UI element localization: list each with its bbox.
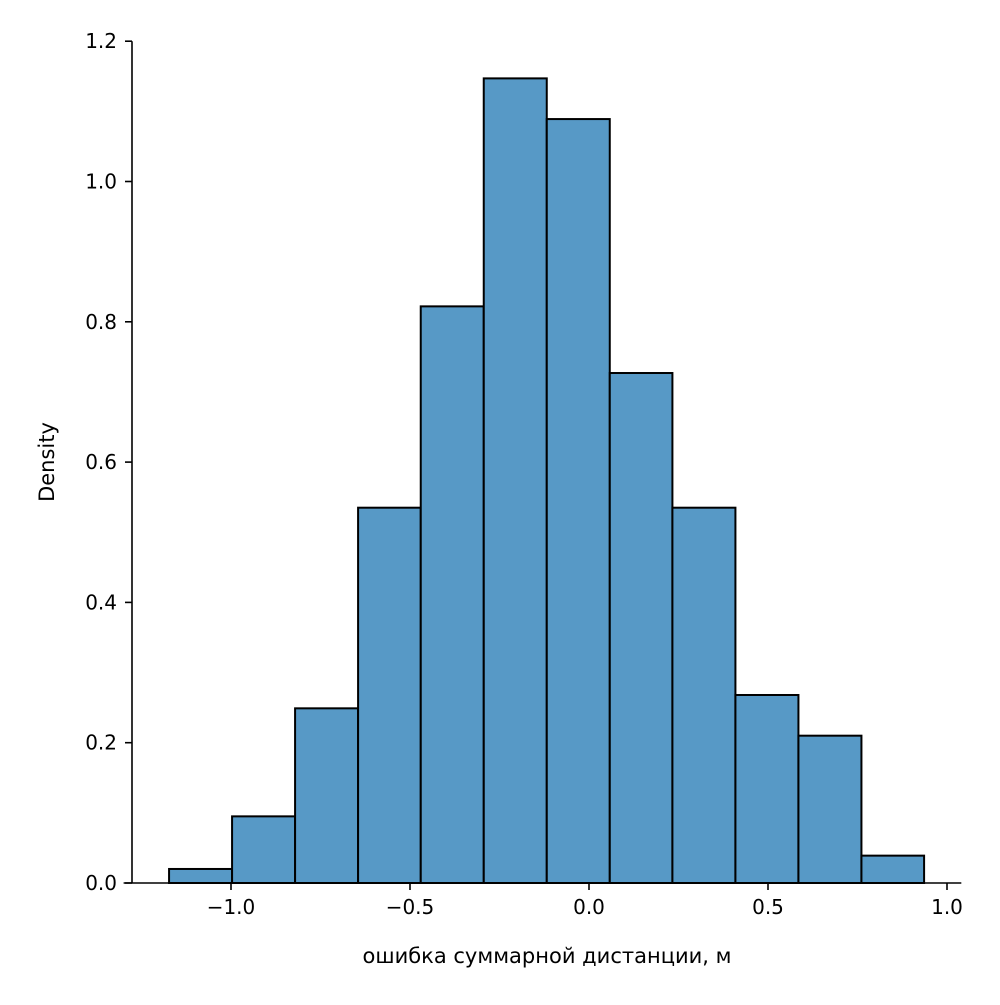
y-tick-label: 0.2	[85, 731, 117, 755]
y-ticks: 0.0 0.2 0.4 0.6 0.8 1.0 1.2	[85, 29, 132, 895]
histogram-bar	[482, 77, 548, 884]
x-ticks: −1.0 −0.5 0.0 0.5 1.0	[207, 883, 963, 919]
histogram-bar	[734, 693, 800, 884]
histogram-bar	[545, 118, 611, 884]
y-axis-label: Density	[35, 422, 59, 502]
histogram-bar	[357, 506, 422, 884]
histogram-bar	[231, 815, 297, 884]
x-tick-label: 0.5	[752, 895, 784, 919]
bars	[168, 77, 926, 884]
y-tick-label: 0.8	[85, 310, 117, 334]
histogram-bar	[168, 867, 234, 884]
histogram-bar	[797, 734, 863, 884]
x-tick-label: 1.0	[931, 895, 963, 919]
histogram-bar	[608, 372, 674, 884]
histogram-bar	[860, 854, 926, 884]
x-tick-label: −0.5	[386, 895, 435, 919]
x-axis-label: ошибка суммарной дистанции, м	[363, 944, 732, 968]
histogram-bar	[419, 305, 485, 884]
histogram-bar	[671, 506, 737, 884]
x-tick-label: 0.0	[573, 895, 605, 919]
histogram-bar	[294, 707, 360, 884]
y-tick-label: 1.2	[85, 29, 117, 53]
x-tick-label: −1.0	[207, 895, 256, 919]
y-tick-label: 0.6	[85, 450, 117, 474]
y-tick-label: 0.4	[85, 590, 117, 614]
y-tick-label: 1.0	[85, 170, 117, 194]
y-tick-label: 0.0	[85, 871, 117, 895]
